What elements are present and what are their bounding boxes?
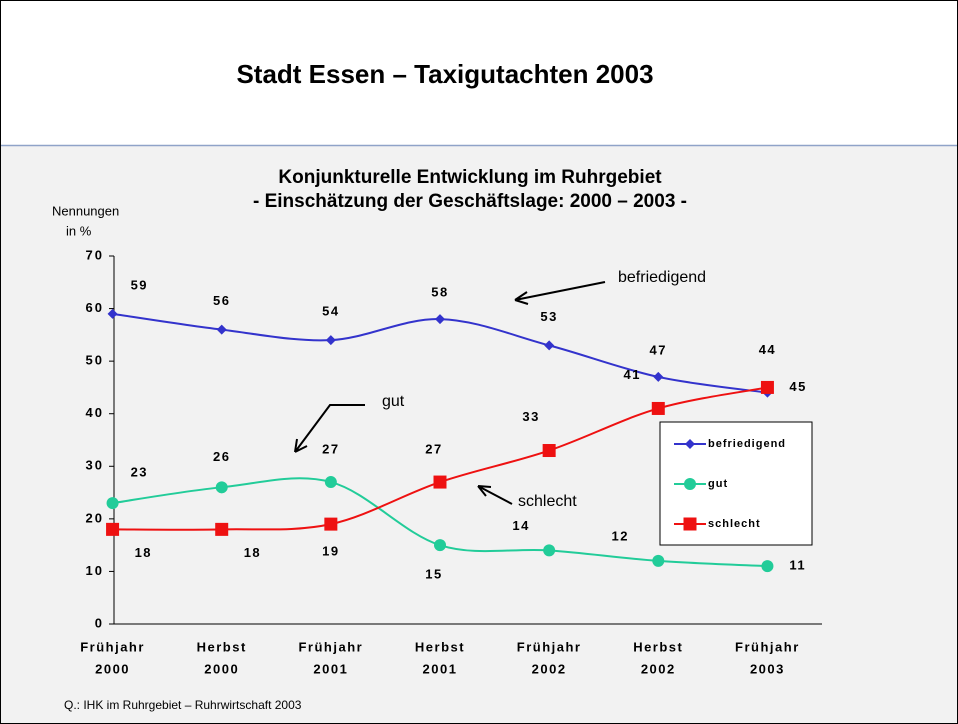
marker [684, 478, 696, 490]
x-tick-label: Frühjahr [298, 639, 363, 654]
data-label: 12 [612, 528, 629, 543]
marker [324, 518, 337, 531]
y-axis-label: Nennungen [52, 203, 119, 218]
marker [107, 497, 119, 509]
data-label: 47 [650, 342, 667, 357]
data-label: 58 [431, 285, 448, 300]
marker [216, 481, 228, 493]
background [1, 146, 957, 723]
annotation: gut [382, 393, 405, 410]
data-label: 15 [425, 567, 442, 582]
y-tick-label: 60 [86, 300, 104, 315]
y-tick-label: 40 [86, 405, 104, 420]
data-label: 27 [425, 441, 442, 456]
annotation: schlecht [518, 493, 577, 510]
chart-subtitle: - Einschätzung der Geschäftslage: 2000 –… [253, 191, 687, 212]
chart-title: Konjunkturelle Entwicklung im Ruhrgebiet [278, 167, 662, 188]
marker [543, 544, 555, 556]
marker [215, 523, 228, 536]
x-tick-label: Herbst [633, 639, 683, 654]
data-label: 18 [135, 545, 152, 560]
marker [652, 555, 664, 567]
legend-label: befriedigend [708, 438, 786, 450]
x-tick-label: Herbst [415, 639, 465, 654]
annotation: befriedigend [618, 269, 706, 286]
data-label: 14 [512, 518, 529, 533]
marker [434, 476, 447, 489]
data-label: 33 [522, 409, 539, 424]
data-label: 11 [789, 558, 806, 573]
data-label: 26 [213, 449, 230, 464]
data-label: 27 [322, 441, 339, 456]
x-tick-label: Frühjahr [735, 639, 800, 654]
x-tick-label: 2000 [204, 661, 239, 676]
data-label: 53 [540, 309, 557, 324]
x-tick-label: 2003 [750, 661, 785, 676]
data-label: 18 [244, 545, 261, 560]
x-tick-label: Frühjahr [80, 639, 145, 654]
x-tick-label: 2002 [641, 661, 676, 676]
y-tick-label: 10 [86, 563, 104, 578]
data-label: 45 [789, 379, 806, 394]
marker [761, 381, 774, 394]
marker [761, 560, 773, 572]
source: Q.: IHK im Ruhrgebiet – Ruhrwirtschaft 2… [64, 698, 302, 712]
data-label: 44 [759, 342, 776, 357]
x-tick-label: 2002 [532, 661, 567, 676]
legend-label: schlecht [708, 518, 761, 530]
data-label: 23 [131, 465, 148, 480]
y-tick-label: 70 [86, 247, 104, 262]
marker [106, 523, 119, 536]
y-tick-label: 50 [86, 353, 104, 368]
x-tick-label: Frühjahr [517, 639, 582, 654]
slide-title: Stadt Essen – Taxigutachten 2003 [236, 59, 653, 89]
y-axis-label: in % [66, 223, 92, 238]
data-label: 19 [322, 544, 339, 559]
slide: Stadt Essen – Taxigutachten 2003 Konjunk… [0, 0, 958, 724]
marker [543, 444, 556, 457]
x-tick-label: Herbst [197, 639, 247, 654]
data-label: 56 [213, 293, 230, 308]
marker [652, 402, 665, 415]
x-tick-label: 2000 [95, 661, 130, 676]
data-label: 41 [624, 367, 641, 382]
x-tick-label: 2001 [313, 661, 348, 676]
x-tick-label: 2001 [423, 661, 458, 676]
marker [684, 518, 697, 531]
y-tick-label: 0 [95, 615, 104, 630]
data-label: 59 [131, 277, 148, 292]
marker [434, 539, 446, 551]
legend-label: gut [708, 478, 728, 490]
y-tick-label: 20 [86, 510, 104, 525]
marker [325, 476, 337, 488]
y-tick-label: 30 [86, 458, 104, 473]
data-label: 54 [322, 304, 339, 319]
